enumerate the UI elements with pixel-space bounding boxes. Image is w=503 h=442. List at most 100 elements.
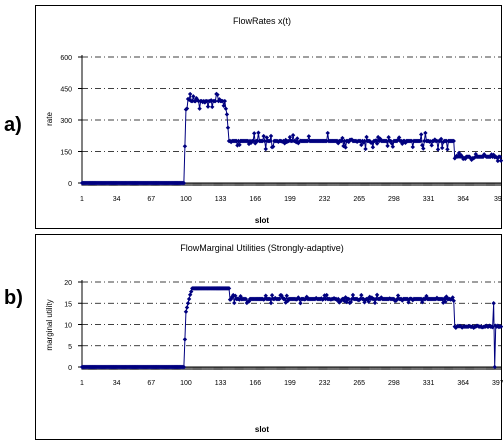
- chart-a-x-tick-label: 67: [147, 196, 155, 203]
- chart-a-data-point: [339, 138, 344, 144]
- chart-b-data-point: [187, 292, 193, 297]
- chart-a-data-point: [182, 144, 188, 149]
- chart-a-data-point: [222, 98, 228, 104]
- chart-a-y-tick-label: 150: [60, 150, 72, 157]
- chart-a-data-point: [451, 138, 456, 144]
- chart-a-data-point: [385, 143, 390, 149]
- chart-b-data-point: [336, 296, 341, 302]
- chart-a-ylabel: rate: [45, 112, 54, 126]
- chart-a-data-point: [445, 147, 450, 152]
- chart-a-data-point: [184, 106, 190, 111]
- chart-b-data-point: [226, 286, 232, 291]
- chart-a-data-point: [270, 144, 276, 149]
- chart-a-data-point: [193, 98, 198, 104]
- chart-a-x-tick-label: 1: [80, 196, 84, 203]
- chart-b-y-tick-label: 0: [68, 365, 72, 372]
- chart-b-data-point: [372, 300, 378, 306]
- chart-b-ylabel: marginal utility: [45, 299, 54, 350]
- chart-b-data-point: [233, 293, 238, 299]
- chart-b-x-tick-label: 397: [492, 380, 503, 387]
- chart-b-data-point: [181, 364, 187, 370]
- chart-a-data-point: [418, 132, 424, 137]
- chart-b-data-point: [185, 301, 191, 306]
- chart-b-data-point: [450, 295, 455, 300]
- chart-b-data-point: [346, 296, 351, 302]
- chart-a-data-point: [213, 98, 218, 104]
- chart-a-x-tick-label: 39: [494, 196, 502, 203]
- chart-b-x-tick-label: 1: [80, 380, 84, 387]
- chart-b-data-point: [298, 300, 303, 306]
- chart-b-data-point: [366, 299, 371, 304]
- chart-b-x-tick-label: 298: [388, 380, 400, 387]
- chart-a-data-point: [491, 152, 496, 158]
- chart-a-x-tick-label: 232: [319, 196, 331, 203]
- chart-b-y-tick-label: 10: [64, 323, 72, 330]
- chart-a-frame: [35, 5, 502, 229]
- chart-a-data-point: [252, 131, 257, 136]
- chart-b-data-point: [451, 298, 456, 304]
- chart-b-data-point: [492, 364, 497, 370]
- chart-b-data-point: [237, 297, 242, 302]
- chart-a-data-point: [423, 130, 428, 136]
- chart-b-x-tick-label: 100: [180, 380, 192, 387]
- chart-b-data-point: [232, 300, 237, 306]
- chart-b-frame: [35, 234, 502, 440]
- chart-a-data-point: [264, 135, 270, 140]
- chart-a-data-point: [290, 133, 296, 138]
- chart-a-data-point: [295, 136, 300, 141]
- chart-a-data-point: [210, 104, 215, 110]
- chart-a-data-point: [263, 146, 268, 152]
- chart-a-data-point: [390, 144, 396, 149]
- chart-a-data-point: [267, 138, 273, 144]
- chart-a-data-point: [417, 138, 423, 144]
- chart-a-data-point: [489, 152, 494, 157]
- chart-a-data-point: [287, 134, 293, 140]
- chart-b-x-tick-label: 364: [457, 380, 469, 387]
- chart-a-data-point: [250, 138, 256, 144]
- chart-a-data-point: [498, 158, 503, 163]
- chart-a-data-point: [490, 154, 495, 159]
- chart-a-y-tick-label: 450: [60, 87, 72, 94]
- chart-a-x-tick-label: 166: [249, 196, 261, 203]
- chart-a-data-point: [343, 145, 348, 150]
- chart-a-data-point: [325, 130, 330, 136]
- chart-a-y-tick-label: 0: [68, 181, 72, 188]
- chart-a-data-point: [262, 138, 267, 144]
- chart-a-plot: 0 150 300 450 600 1 34 67 100 133 166 199 232 265 298 3…: [60, 55, 503, 203]
- chart-a-data-point: [480, 154, 486, 159]
- chart-a-data-point: [237, 142, 242, 148]
- chart-a-title: FlowRates x(t): [233, 16, 291, 26]
- panel-label-a: a): [4, 114, 22, 136]
- chart-a-data-point: [281, 138, 286, 144]
- chart-b-data-point: [243, 296, 249, 302]
- chart-a-data-point: [438, 136, 444, 142]
- chart-b-data-point: [228, 296, 234, 302]
- chart-b-x-tick-label: 166: [249, 380, 261, 387]
- chart-a-data-point: [221, 103, 226, 108]
- chart-a-data-point: [370, 145, 376, 150]
- chart-b-data-point: [268, 300, 274, 306]
- chart-a-data-point: [389, 141, 394, 146]
- panel-label-b: b): [4, 287, 23, 309]
- chart-b-data-point: [498, 324, 503, 329]
- chart-b-data-point: [284, 293, 289, 298]
- chart-b-data-point: [490, 324, 495, 330]
- chart-a-data-point: [384, 138, 389, 144]
- chart-b-data-point: [374, 292, 380, 298]
- chart-b-x-tick-label: 199: [284, 380, 296, 387]
- chart-b-y-tick-label: 20: [64, 280, 72, 287]
- chart-a-data-point: [197, 106, 202, 111]
- chart-a-data-point: [224, 112, 230, 117]
- chart-b-x-tick-label: 133: [215, 380, 227, 387]
- chart-b-data-point: [269, 293, 275, 298]
- chart-b-x-tick-label: 331: [423, 380, 435, 387]
- chart-a-xlabel: slot: [255, 216, 270, 225]
- chart-b-y-tick-label: 5: [68, 344, 72, 351]
- chart-a-data-point: [396, 135, 402, 140]
- chart-b-x-tick-label: 265: [353, 380, 365, 387]
- chart-b-data-point: [183, 309, 189, 314]
- chart-a-data-point: [359, 142, 364, 148]
- chart-a-data-point: [374, 141, 380, 146]
- chart-a-x-tick-label: 133: [215, 196, 227, 203]
